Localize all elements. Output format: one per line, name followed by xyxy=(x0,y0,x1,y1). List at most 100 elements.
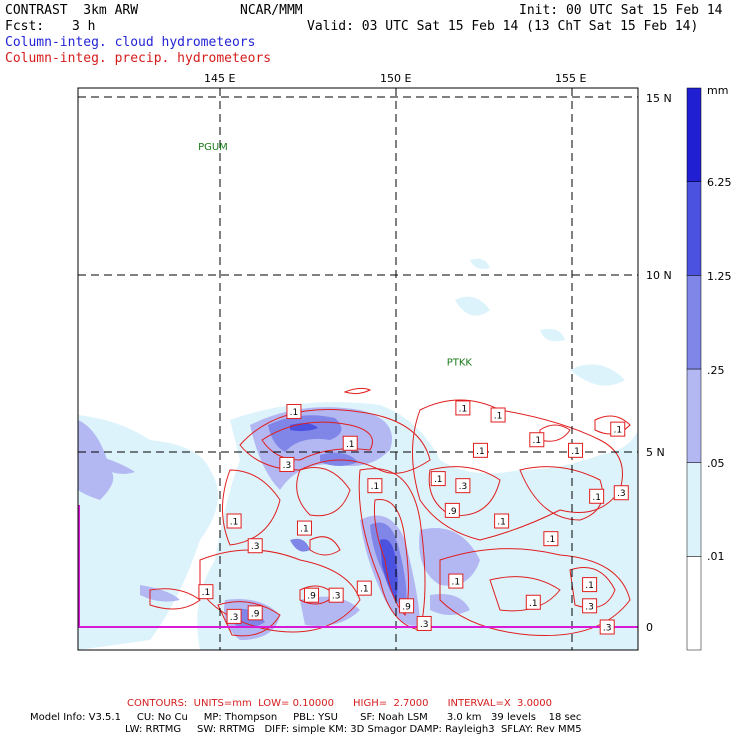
contour-label-text: .1 xyxy=(571,447,580,457)
contour-label: .1 xyxy=(430,471,446,487)
contour-label-box xyxy=(568,442,584,458)
contour-label-box xyxy=(367,478,383,494)
contour-label-text: .3 xyxy=(420,620,429,630)
contour-label-text: .3 xyxy=(603,624,612,634)
contour-label-box xyxy=(226,513,242,529)
contour-label-text: .1 xyxy=(497,518,506,528)
contour-label-box xyxy=(582,577,598,593)
contour-label-box xyxy=(279,456,295,472)
contour-label: .3 xyxy=(226,608,242,624)
contour-label-box xyxy=(356,580,372,596)
contour-label-box xyxy=(490,407,506,423)
contour-label: .3 xyxy=(599,619,615,635)
contour-label: .1 xyxy=(342,435,358,451)
contour-label-text: .3 xyxy=(617,489,626,499)
legend-level-6-25: 6.25 xyxy=(707,176,732,189)
contour-label-box xyxy=(448,573,464,589)
contour-label-text: .1 xyxy=(529,599,538,609)
fcst-value: 3 h xyxy=(72,19,96,34)
contour-label-text: .1 xyxy=(360,585,369,595)
contour-label-box xyxy=(399,598,415,614)
station-ptkk: PTKK xyxy=(447,358,473,369)
lat-label-5n: 5 N xyxy=(646,446,665,459)
contour-label: .3 xyxy=(582,598,598,614)
contour-label-text: .3 xyxy=(459,482,468,492)
contour-label: .1 xyxy=(543,531,559,547)
contour-label-box xyxy=(494,513,510,529)
contour-label: .1 xyxy=(582,577,598,593)
lat-label-15n: 15 N xyxy=(646,92,672,105)
station-pgum: PGUM xyxy=(198,142,228,153)
contour-label-text: .1 xyxy=(613,426,622,436)
color-legend xyxy=(686,87,702,651)
contour-label-box xyxy=(472,442,488,458)
contour-label: .3 xyxy=(613,485,629,501)
contour-label: .1 xyxy=(226,513,242,529)
lon-label-150: 150 E xyxy=(380,72,412,85)
contour-label-text: .3 xyxy=(230,613,239,623)
contour-label-box xyxy=(226,608,242,624)
contour-label-box xyxy=(198,584,214,600)
valid-time: Valid: 03 UTC Sat 15 Feb 14 (13 ChT Sat … xyxy=(307,19,699,34)
center-label: NCAR/MMM xyxy=(240,3,303,18)
legend-swatch xyxy=(686,368,702,463)
legend-level-0-05: .05 xyxy=(707,457,725,470)
contour-label: .1 xyxy=(356,580,372,596)
contour-label: .1 xyxy=(589,488,605,504)
field-label-precip: Column-integ. precip. hydrometeors xyxy=(5,51,272,66)
contour-label-box xyxy=(529,432,545,448)
contour-label-box xyxy=(525,594,541,610)
contour-label-text: .1 xyxy=(547,535,556,545)
contour-label-box xyxy=(247,538,263,554)
contour-label: .1 xyxy=(198,584,214,600)
contour-label: .1 xyxy=(494,513,510,529)
coastline xyxy=(78,505,638,628)
init-time: Init: 00 UTC Sat 15 Feb 14 xyxy=(519,3,723,18)
lat-label-0: 0 xyxy=(646,621,653,634)
legend-swatch xyxy=(686,181,702,276)
contour-label-text: .1 xyxy=(452,578,461,588)
contour-label: .1 xyxy=(448,573,464,589)
contour-label-box xyxy=(582,598,598,614)
contour-label-box xyxy=(599,619,615,635)
contour-label-text: .9 xyxy=(448,507,457,517)
contour-label: .3 xyxy=(328,587,344,603)
contour-label-box xyxy=(342,435,358,451)
contour-label: .3 xyxy=(279,456,295,472)
lat-label-10n: 10 N xyxy=(646,269,672,282)
contour-label-text: .3 xyxy=(283,461,292,471)
contour-label: .1 xyxy=(472,442,488,458)
contour-label-text: .1 xyxy=(585,581,594,591)
contour-label-text: .9 xyxy=(251,609,260,619)
contour-label-box xyxy=(455,478,471,494)
contour-label-text: .1 xyxy=(434,475,443,485)
lon-label-145: 145 E xyxy=(204,72,236,85)
contour-label-text: .3 xyxy=(251,542,260,552)
field-label-cloud: Column-integ. cloud hydrometeors xyxy=(5,35,256,50)
contour-label: .1 xyxy=(286,403,302,419)
legend-level-0-01: .01 xyxy=(707,550,725,563)
legend-level-1-25: 1.25 xyxy=(707,270,732,283)
legend-swatch xyxy=(686,462,702,557)
fcst-label: Fcst: xyxy=(5,19,45,34)
contour-label-text: .1 xyxy=(230,518,239,528)
contour-label-box xyxy=(304,587,320,603)
contour-label: .3 xyxy=(455,478,471,494)
contour-label: .1 xyxy=(490,407,506,423)
contour-label-text: .1 xyxy=(346,440,355,450)
contour-label-text: .1 xyxy=(592,493,601,503)
contour-label-box xyxy=(444,502,460,518)
contour-label-text: .3 xyxy=(332,592,341,602)
contour-label-text: .9 xyxy=(402,602,411,612)
contour-label-box xyxy=(543,531,559,547)
contour-label-text: .9 xyxy=(307,592,316,602)
contour-label: .1 xyxy=(529,432,545,448)
contour-label-text: .1 xyxy=(290,408,299,418)
contour-label-text: .1 xyxy=(494,412,503,422)
contour-label: .3 xyxy=(416,615,432,631)
stations: PGUM PTKK xyxy=(198,142,472,369)
contour-labels: .1 .1 .1 .3 .1 .1 .3 .1 .3 .9 .9 .3 .1 .9 .3 .1 .9 .1 .3 .1… xyxy=(198,400,629,635)
contour-label: .1 xyxy=(568,442,584,458)
model-info-line1: Model Info: V3.5.1 CU: No Cu MP: Thompso… xyxy=(30,712,582,723)
